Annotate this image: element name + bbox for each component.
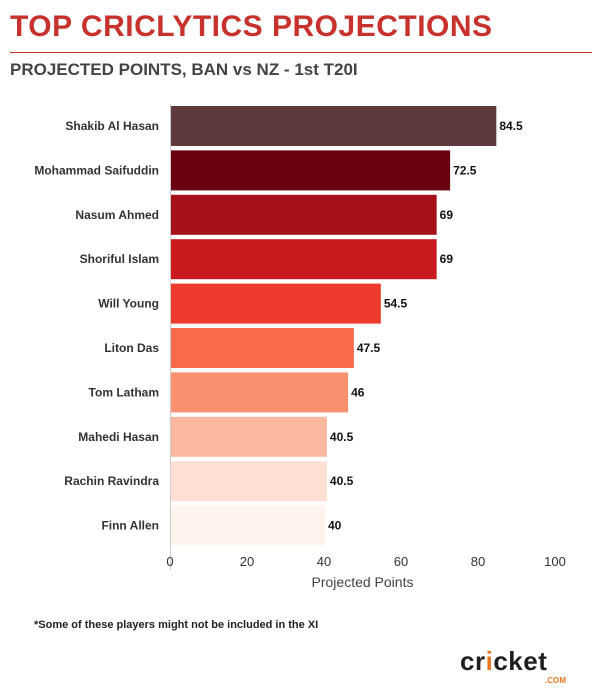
data-label: 40: [328, 519, 342, 533]
page-title: TOP CRICLYTICS PROJECTIONS: [10, 10, 493, 43]
data-label: 47.5: [357, 341, 381, 355]
category-label: Mohammad Saifuddin: [34, 163, 159, 177]
bar: [171, 461, 327, 502]
data-label: 72.5: [453, 163, 477, 177]
bar: [171, 239, 437, 280]
bar: [171, 194, 437, 235]
bar: [171, 372, 349, 413]
data-label: 40.5: [330, 430, 354, 444]
bar: [171, 150, 451, 191]
x-tick-label: 100: [544, 554, 566, 569]
bar: [171, 505, 325, 546]
category-label: Will Young: [98, 297, 159, 311]
chart-subtitle: PROJECTED POINTS, BAN vs NZ - 1st T20I: [10, 60, 358, 79]
title-divider: [10, 52, 592, 53]
data-label: 40.5: [330, 474, 354, 488]
category-label: Tom Latham: [89, 385, 159, 399]
data-label: 46: [351, 385, 365, 399]
bar-chart: Shakib Al Hasan 84.5 Mohammad Saifuddin 72.…: [34, 104, 566, 590]
bar: [171, 328, 354, 368]
x-tick-label: 40: [317, 554, 331, 569]
data-label: 84.5: [499, 119, 523, 133]
category-label: Rachin Ravindra: [64, 474, 159, 488]
category-label: Mahedi Hasan: [78, 430, 159, 444]
footnote: *Some of these players might not be incl…: [34, 619, 319, 631]
bar: [171, 283, 381, 324]
category-label: Nasum Ahmed: [75, 208, 159, 222]
category-label: Finn Allen: [101, 519, 159, 533]
data-label: 69: [440, 208, 454, 222]
x-axis-title: Projected Points: [312, 574, 414, 590]
cricket-com-logo: cricket .COM: [460, 646, 566, 685]
bar: [171, 106, 497, 146]
bar: [171, 416, 327, 457]
category-label: Shakib Al Hasan: [65, 119, 159, 133]
x-tick-label: 20: [240, 554, 254, 569]
x-tick-label: 0: [166, 554, 173, 569]
data-label: 54.5: [384, 297, 408, 311]
x-tick-label: 80: [471, 554, 485, 569]
category-label: Shoriful Islam: [80, 252, 159, 266]
x-tick-label: 60: [394, 554, 408, 569]
category-label: Liton Das: [104, 341, 159, 355]
data-label: 69: [440, 252, 454, 266]
